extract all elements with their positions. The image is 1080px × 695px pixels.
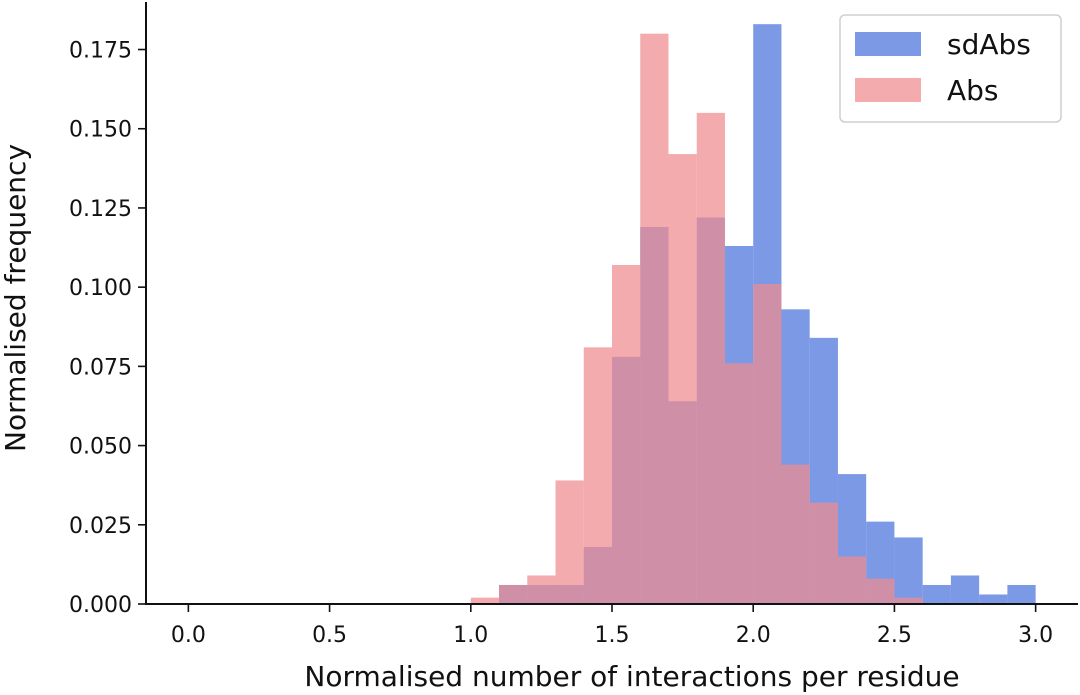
bar-abs-8 [696,112,725,604]
bar-abs-2 [527,575,556,604]
bar-abs-3 [555,480,584,604]
y-tick-label: 0.000 [69,593,132,618]
bar-abs-13 [837,556,867,604]
bar-abs-4 [583,347,612,604]
y-tick-label: 0.050 [69,435,132,460]
bar-abs-15 [894,597,923,604]
x-tick-label: 3.0 [1018,623,1053,648]
bar-sdabs-14 [894,537,923,604]
y-tick-label: 0.075 [69,355,132,380]
bar-abs-14 [866,578,895,604]
x-tick-label: 2.0 [736,623,771,648]
bar-abs-11 [781,464,810,604]
bar-sdabs-18 [1007,584,1036,604]
legend-label-abs: Abs [947,74,999,107]
x-tick-label: 0.0 [171,623,206,648]
bar-abs-10 [753,283,782,604]
legend-label-sdabs: sdAbs [947,28,1031,61]
bar-abs-6 [640,33,669,605]
y-tick-label: 0.175 [69,39,132,64]
legend-swatch-sdabs [855,32,921,56]
x-tick-label: 2.5 [877,623,912,648]
x-tick-label: 1.0 [453,623,488,648]
x-axis-ticks: 0.0 0.5 1.0 1.5 2.0 2.5 3.0 [171,604,1053,648]
y-axis-label: Normalised frequency [0,144,32,452]
bar-abs-5 [612,264,641,604]
bar-abs-9 [724,363,754,604]
bar-abs-0 [470,597,500,604]
bar-abs-12 [809,502,838,604]
bar-sdabs-15 [922,584,951,604]
x-tick-label: 0.5 [312,623,347,648]
y-tick-label: 0.100 [69,276,132,301]
legend: sdAbs Abs [839,14,1062,123]
y-axis-ticks: 0.000 0.025 0.050 0.075 0.100 0.125 0.150 0.175 [69,39,146,618]
y-tick-label: 0.025 [69,514,132,539]
bar-abs-1 [499,584,528,604]
legend-swatch-abs [855,78,921,102]
y-tick-label: 0.150 [69,118,132,143]
bar-sdabs-16 [950,575,980,604]
bar-sdabs-17 [979,594,1008,604]
series-abs-bars [470,33,923,605]
bar-abs-7 [668,154,697,604]
y-tick-label: 0.125 [69,197,132,222]
x-axis-label: Normalised number of interactions per re… [304,660,959,693]
x-tick-label: 1.5 [595,623,630,648]
